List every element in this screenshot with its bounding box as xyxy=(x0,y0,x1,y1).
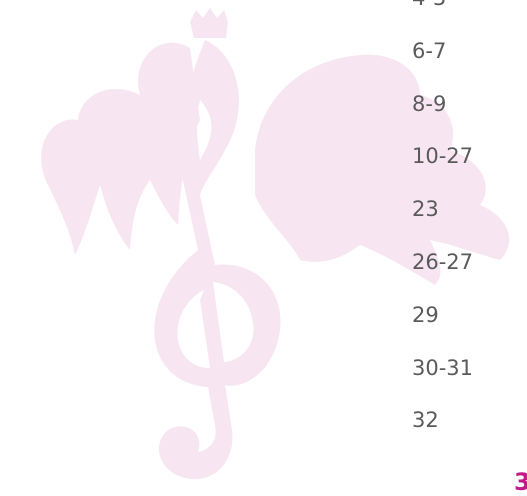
page-number: 6-7 xyxy=(412,39,446,63)
page-number: 10-27 xyxy=(412,144,473,168)
page-marker: 3 xyxy=(514,468,527,496)
page-number: 8-9 xyxy=(412,92,446,116)
page-number: 23 xyxy=(412,197,439,221)
page-number: 32 xyxy=(412,408,439,432)
page-number: 26-27 xyxy=(412,250,473,274)
page-number: 30-31 xyxy=(412,356,473,380)
page-number: 4-5 xyxy=(412,0,446,10)
page-number: 29 xyxy=(412,303,439,327)
emblem xyxy=(0,0,527,493)
page: 4-56-78-910-272326-272930-3132 3 (() => … xyxy=(0,0,527,493)
